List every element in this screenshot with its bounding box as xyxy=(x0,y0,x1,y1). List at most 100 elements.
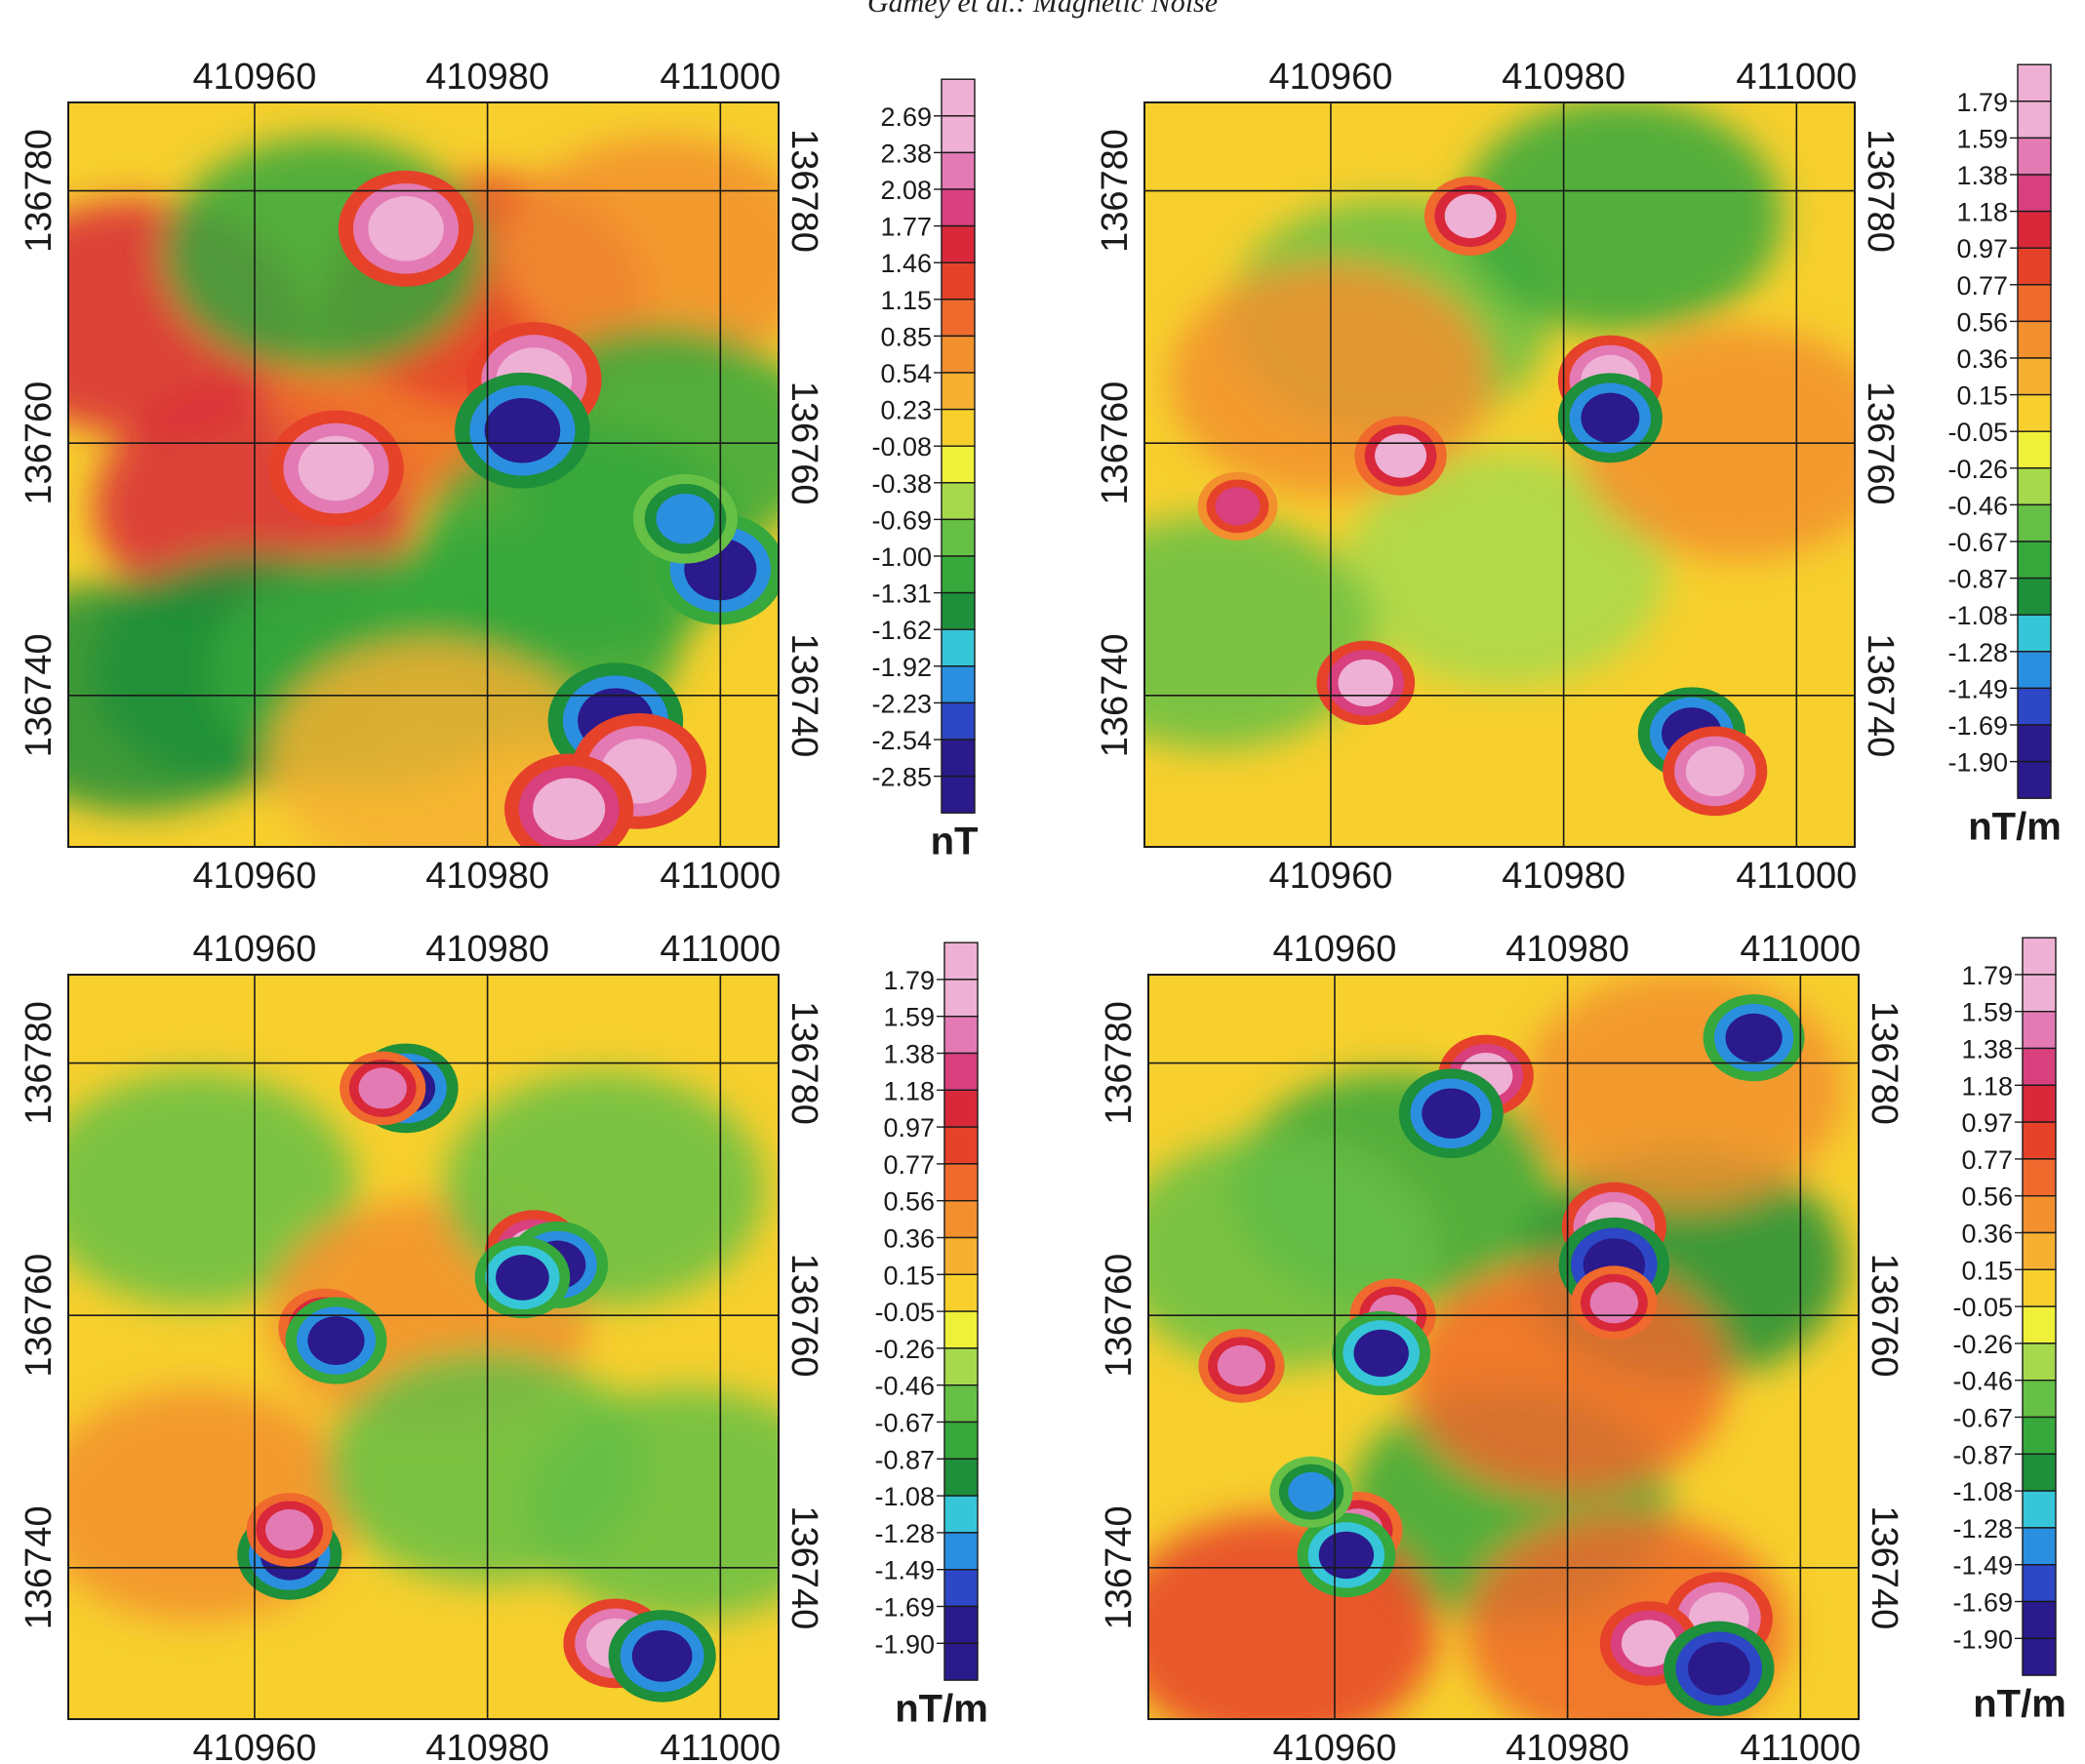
colorbar-swatch xyxy=(2017,430,2052,469)
negative-anomaly xyxy=(608,1610,716,1703)
colorbar-label: 0.77 xyxy=(1961,1145,2013,1175)
colorbar-label: -0.46 xyxy=(874,1372,935,1401)
colorbar-swatch xyxy=(2017,247,2052,286)
colorbar-swatch xyxy=(2022,1379,2057,1419)
colorbar-label: 0.97 xyxy=(1956,234,2008,263)
colorbar-swatch xyxy=(943,1236,979,1275)
colorbar-label: 0.56 xyxy=(883,1187,935,1217)
colorbar-label: -1.90 xyxy=(1952,1624,2013,1654)
positive-anomaly xyxy=(1354,416,1447,496)
x-tick-label-top: 411000 xyxy=(1736,57,1857,98)
colorbar-swatch xyxy=(941,299,976,338)
x-tick-label-top: 410980 xyxy=(425,57,549,98)
colorbar-label: 0.56 xyxy=(1956,307,2008,337)
colorbar-swatch xyxy=(943,1089,979,1128)
colorbar-swatch xyxy=(2017,614,2052,653)
colorbar-swatch xyxy=(941,261,976,301)
heatmap-field xyxy=(68,975,779,1719)
colorbar-swatch xyxy=(2017,357,2052,396)
colorbar-label: -1.49 xyxy=(874,1556,935,1585)
trend-region xyxy=(1343,452,1666,687)
colorbar-label: -1.31 xyxy=(871,580,932,609)
y-tick-label-left: 136740 xyxy=(19,633,60,757)
anomaly-contour xyxy=(1353,1329,1409,1378)
x-tick-label-bottom: 411000 xyxy=(660,856,781,897)
colorbar-swatch xyxy=(943,1163,979,1202)
colorbar-swatch xyxy=(2022,1121,2057,1160)
colorbar-label: 1.59 xyxy=(1961,998,2013,1027)
colorbar-label: -0.46 xyxy=(1947,491,2008,520)
colorbar-label: -1.90 xyxy=(874,1629,935,1659)
colorbar-label: -0.26 xyxy=(1952,1330,2013,1359)
colorbar-swatch xyxy=(2022,1305,2057,1344)
colorbar-swatch xyxy=(2022,1637,2057,1676)
colorbar-label: 0.54 xyxy=(880,359,932,388)
colorbar-label: 0.23 xyxy=(880,396,932,425)
colorbar-label: -1.69 xyxy=(874,1593,935,1623)
colorbar-swatch xyxy=(941,445,976,484)
y-tick-label-right: 136760 xyxy=(1864,1254,1905,1378)
colorbar-swatch xyxy=(941,372,976,411)
colorbar-swatch xyxy=(943,942,979,981)
colorbar-swatch xyxy=(2022,1010,2057,1050)
colorbar-label: -0.26 xyxy=(1947,455,2008,484)
negative-anomaly xyxy=(1398,1068,1504,1159)
positive-anomaly xyxy=(340,1051,426,1126)
colorbar-label: 1.79 xyxy=(883,966,935,995)
y-tick-label-right: 136780 xyxy=(1860,129,1901,253)
colorbar-swatch xyxy=(941,702,976,741)
colorbar-unit: nT/m xyxy=(1968,806,2062,849)
colorbar-swatch xyxy=(943,1052,979,1091)
x-tick-label-top: 410980 xyxy=(1502,57,1625,98)
colorbar-label: 1.38 xyxy=(883,1040,935,1069)
y-tick-label-left: 136760 xyxy=(19,381,60,505)
anomaly-contour xyxy=(1444,193,1497,239)
colorbar: 2.69 2.38 2.08 1.77 1.46 1.15 0.85 0.54 0.23 -0.0… xyxy=(871,78,979,863)
colorbar-unit: nT xyxy=(931,821,979,863)
colorbar-swatch xyxy=(943,1605,979,1644)
colorbar-label: 0.15 xyxy=(1961,1256,2013,1285)
colorbar-label: 1.59 xyxy=(883,1003,935,1032)
colorbar-label: 2.08 xyxy=(880,176,932,205)
colorbar-label: 0.97 xyxy=(883,1113,935,1143)
trend-region xyxy=(524,1387,779,1623)
anomaly-contour xyxy=(1688,1642,1750,1696)
colorbar-label: -0.67 xyxy=(1952,1404,2013,1433)
colorbar-label: 1.59 xyxy=(1956,124,2008,153)
x-tick-label-bottom: 411000 xyxy=(660,1728,781,1764)
colorbar-swatch xyxy=(941,518,976,557)
colorbar-label: -0.87 xyxy=(1952,1440,2013,1469)
positive-anomaly xyxy=(1663,726,1768,817)
colorbar-swatch xyxy=(2022,974,2057,1013)
anomaly-contour xyxy=(533,778,606,840)
negative-anomaly xyxy=(474,1236,571,1319)
anomaly-contour xyxy=(1589,1282,1639,1324)
colorbar-label: -0.87 xyxy=(1947,565,2008,594)
positive-anomaly xyxy=(504,753,634,847)
colorbar-swatch xyxy=(2017,63,2052,102)
colorbar-label: -1.90 xyxy=(1947,748,2008,778)
colorbar-label: -1.49 xyxy=(1947,674,2008,703)
negative-anomaly xyxy=(1332,1310,1431,1396)
colorbar-label: -1.08 xyxy=(1947,601,2008,630)
colorbar-swatch xyxy=(2022,1158,2057,1197)
anomaly-contour xyxy=(1621,1620,1677,1667)
y-tick-label-right: 136780 xyxy=(1864,1001,1905,1125)
colorbar-label: -0.69 xyxy=(871,505,932,535)
colorbar-swatch xyxy=(2017,541,2052,580)
colorbar-swatch xyxy=(941,628,976,667)
colorbar-label: 1.38 xyxy=(1961,1035,2013,1064)
colorbar-label: -1.28 xyxy=(1947,638,2008,667)
negative-anomaly xyxy=(1557,373,1663,463)
colorbar: 1.79 1.59 1.38 1.18 0.97 0.77 0.56 0.36 0.15 -0.0… xyxy=(1947,63,2062,849)
x-tick-label-bottom: 410980 xyxy=(425,856,549,897)
y-tick-label-left: 136760 xyxy=(19,1254,60,1378)
y-tick-label-right: 136760 xyxy=(783,381,824,505)
colorbar-label: -0.46 xyxy=(1952,1367,2013,1396)
colorbar-label: 1.46 xyxy=(880,249,932,278)
x-tick-label-top: 410980 xyxy=(425,929,549,970)
x-tick-label-bottom: 410960 xyxy=(193,856,317,897)
colorbar-label: -0.38 xyxy=(871,469,932,499)
negative-anomaly xyxy=(455,372,590,489)
colorbar-unit: nT/m xyxy=(895,1688,988,1731)
